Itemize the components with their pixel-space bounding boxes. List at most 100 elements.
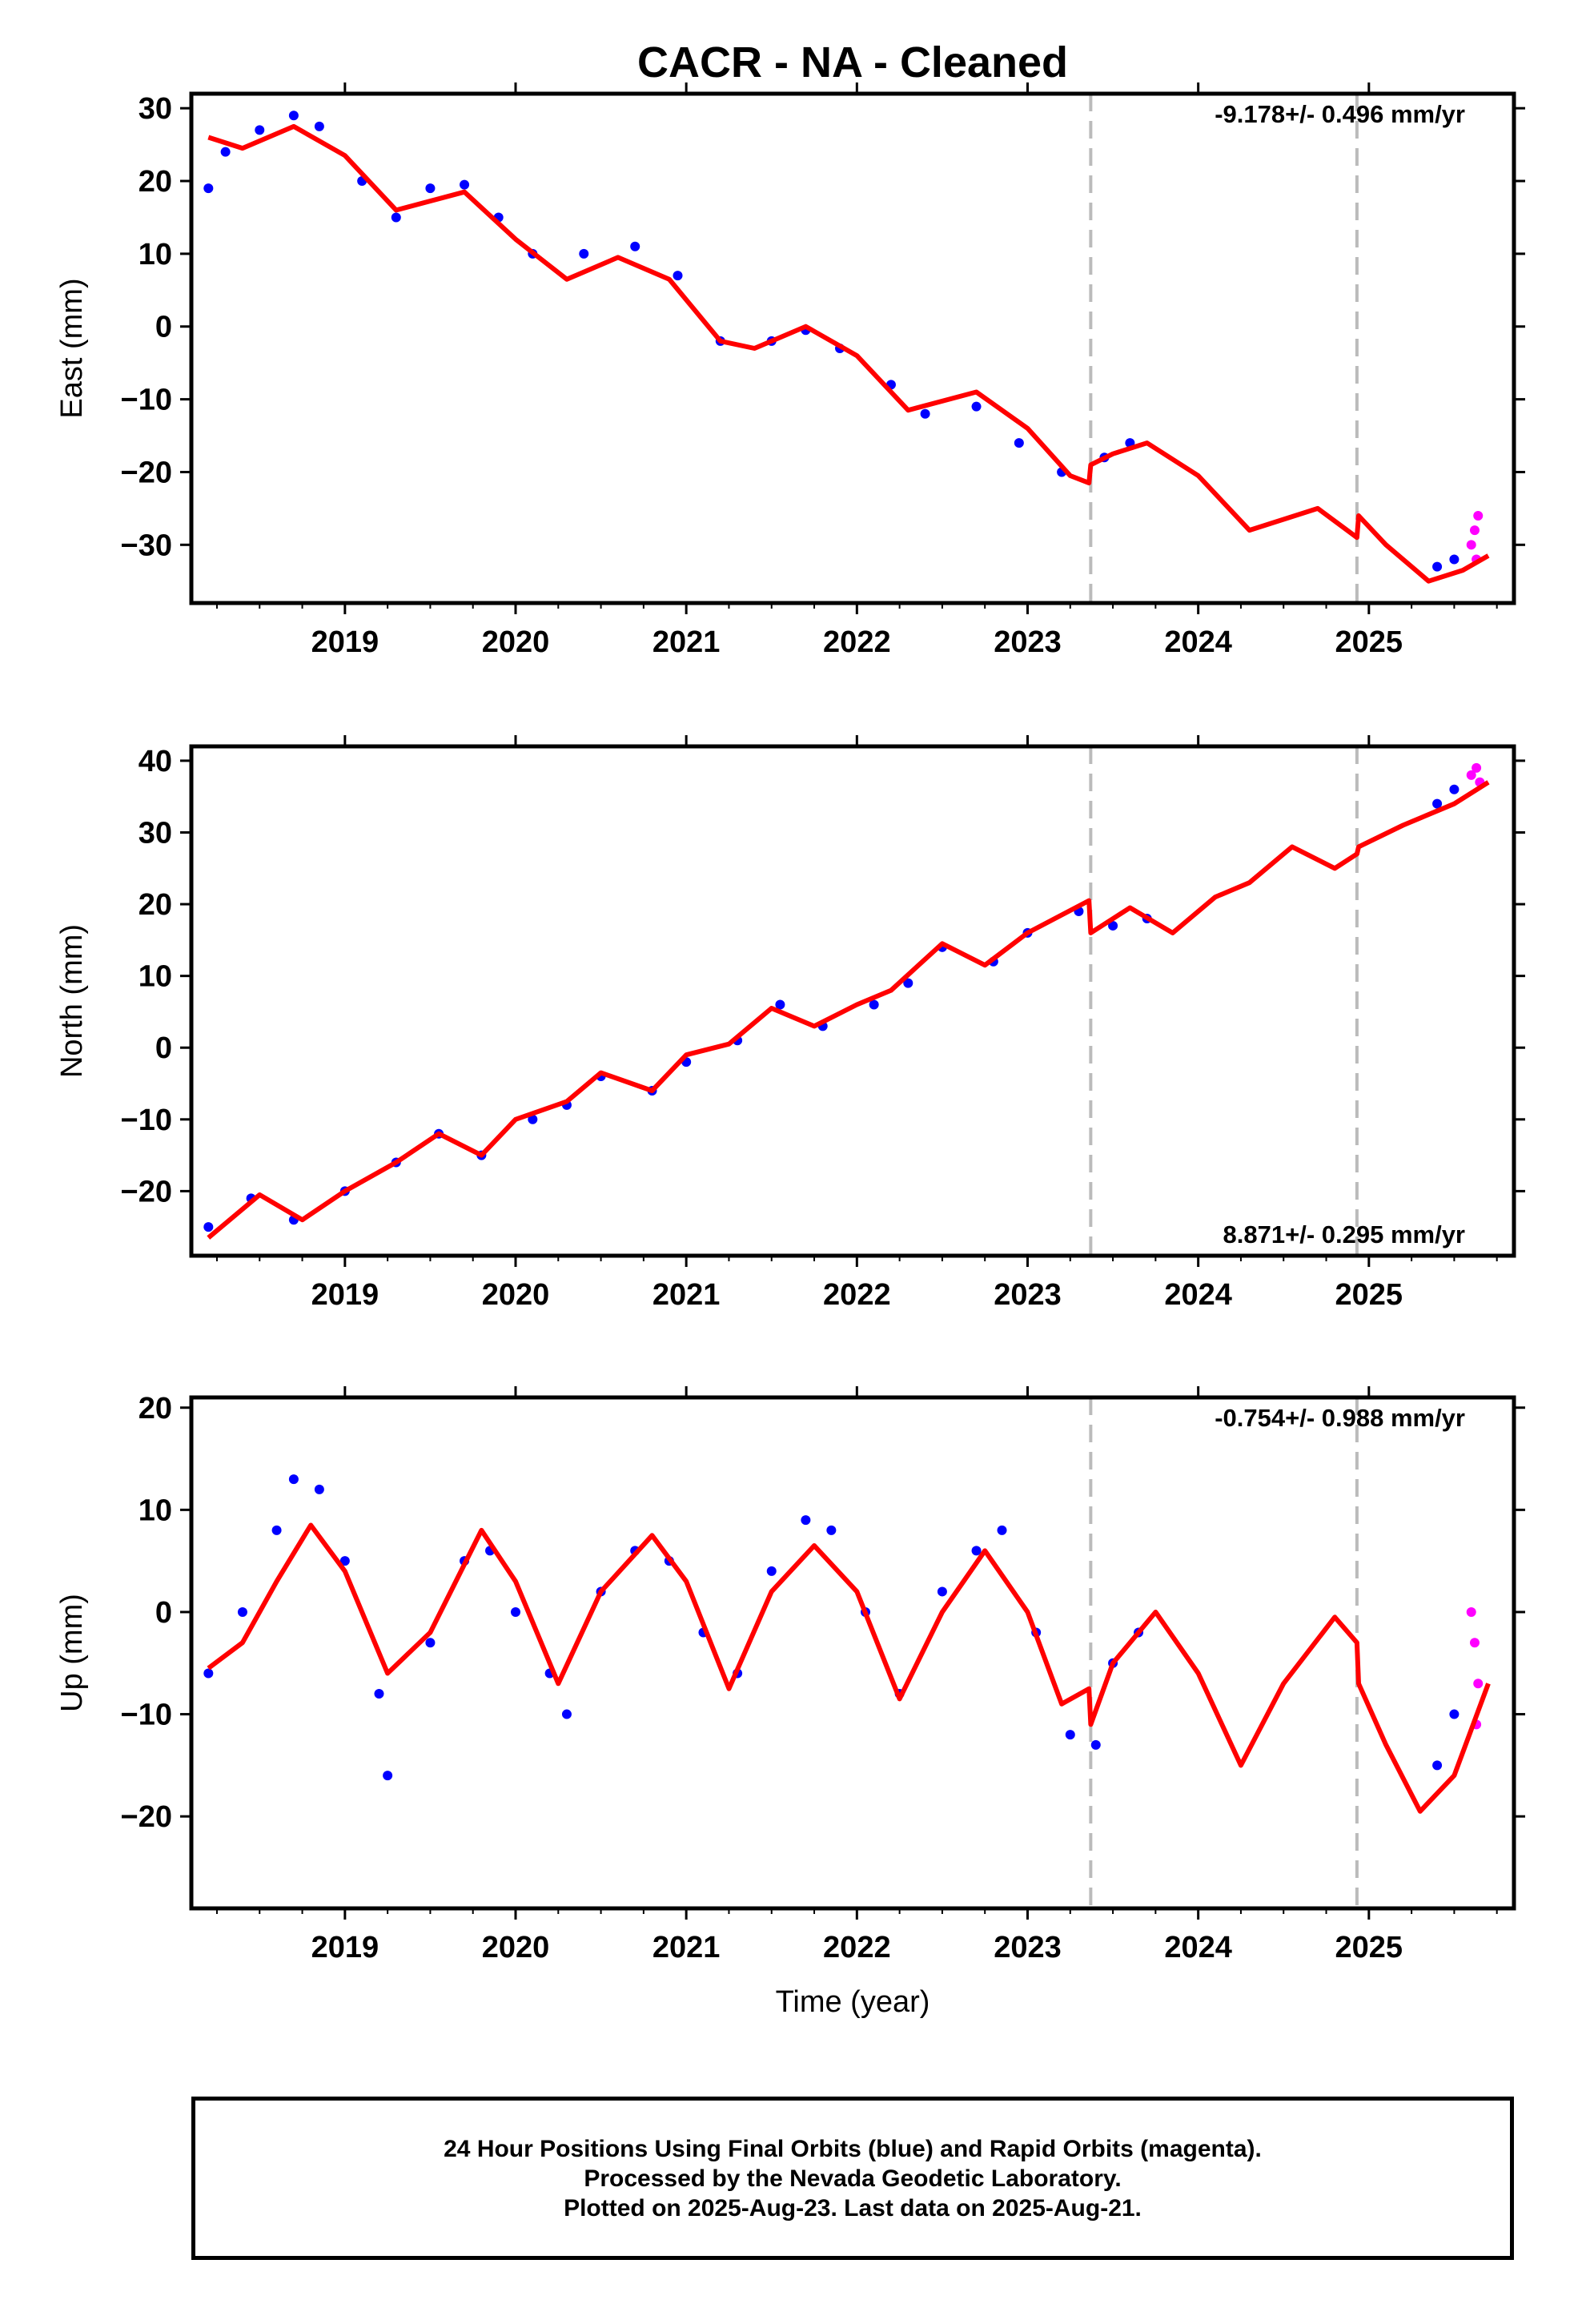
north-x-tick-label: 2023: [994, 1278, 1062, 1312]
x-axis-label: Time (year): [776, 1985, 930, 2019]
east-y-tick-label: 10: [139, 238, 172, 271]
up-y-tick-label: 20: [139, 1392, 172, 1425]
east-y-tick-label: −20: [121, 456, 172, 489]
north-x-tick-label: 2020: [482, 1278, 550, 1312]
east-final-orbit-point: [920, 408, 930, 419]
east-y-tick-label: −30: [121, 529, 172, 562]
up-final-orbit-point: [511, 1606, 521, 1617]
east-rapid-orbit-point: [1473, 510, 1484, 521]
east-rapid-orbit-point: [1466, 540, 1476, 550]
caption-box: 24 Hour Positions Using Final Orbits (bl…: [191, 2097, 1514, 2260]
caption-line-1: 24 Hour Positions Using Final Orbits (bl…: [444, 2135, 1262, 2162]
up-final-orbit-point: [425, 1638, 436, 1648]
up-final-orbit-point: [561, 1709, 572, 1719]
east-final-orbit-point: [220, 147, 231, 157]
north-y-tick-label: 10: [139, 960, 172, 994]
east-x-tick-label: 2023: [994, 625, 1062, 659]
north-frame: [189, 744, 1516, 1258]
east-final-orbit-point: [579, 248, 589, 259]
east-x-tick-label: 2019: [311, 625, 379, 659]
east-y-tick-label: −10: [121, 384, 172, 417]
east-y-tick-label: 20: [139, 165, 172, 199]
east-final-orbit-point: [1449, 554, 1460, 565]
north-final-orbit-point: [775, 999, 785, 1010]
north-y-tick-label: −10: [121, 1104, 172, 1137]
east-x-tick-label: 2021: [652, 625, 721, 659]
chart-title: CACR - NA - Cleaned: [637, 38, 1068, 86]
north-y-tick-label: −20: [121, 1175, 172, 1208]
north-final-orbit-point: [203, 1222, 214, 1232]
east-final-orbit-point: [971, 401, 982, 412]
east-frame: [189, 91, 1516, 605]
north-y-tick-label: 30: [139, 816, 172, 850]
north-rapid-orbit-point: [1466, 770, 1476, 780]
north-rate-label: 8.871+/- 0.295 mm/yr: [1223, 1220, 1465, 1248]
north-y-tick-label: 20: [139, 888, 172, 922]
up-final-orbit-point: [288, 1474, 299, 1485]
east-x-tick-label: 2025: [1335, 625, 1403, 659]
north-x-tick-label: 2021: [652, 1278, 721, 1312]
north-final-orbit-point: [1108, 920, 1118, 931]
up-x-tick-label: 2020: [482, 1931, 550, 1964]
up-frame: [189, 1395, 1516, 1911]
east-final-orbit-point: [203, 183, 214, 194]
up-rapid-orbit-point: [1469, 1638, 1480, 1648]
east-final-orbit-point: [391, 212, 401, 223]
up-final-orbit-point: [383, 1771, 393, 1781]
up-final-orbit-point: [826, 1525, 837, 1535]
east-final-orbit-point: [425, 183, 436, 194]
up-final-orbit-point: [971, 1546, 982, 1556]
east-rapid-orbit-point: [1469, 525, 1480, 536]
up-x-tick-label: 2023: [994, 1931, 1062, 1964]
north-x-tick-label: 2019: [311, 1278, 379, 1312]
up-x-tick-label: 2025: [1335, 1931, 1403, 1964]
east-final-orbit-point: [460, 179, 470, 190]
up-rate-label: -0.754+/- 0.988 mm/yr: [1215, 1404, 1465, 1432]
up-final-orbit-point: [203, 1668, 214, 1679]
caption-line-2: Processed by the Nevada Geodetic Laborat…: [584, 2165, 1122, 2192]
up-final-orbit-point: [937, 1586, 947, 1597]
up-x-tick-label: 2021: [652, 1931, 721, 1964]
up-y-tick-label: −20: [121, 1800, 172, 1834]
north-plot-area: [191, 746, 1514, 1256]
up-x-tick-label: 2024: [1164, 1931, 1232, 1964]
up-final-orbit-point: [766, 1566, 777, 1576]
up-final-orbit-point: [1432, 1760, 1443, 1771]
up-final-orbit-point: [801, 1515, 811, 1526]
up-plot-area: [191, 1397, 1514, 1908]
up-x-tick-label: 2019: [311, 1931, 379, 1964]
up-rapid-orbit-point: [1473, 1679, 1484, 1689]
up-y-tick-label: −10: [121, 1699, 172, 1732]
up-x-tick-label: 2022: [823, 1931, 891, 1964]
up-final-orbit-point: [374, 1689, 384, 1699]
up-final-orbit-point: [271, 1525, 282, 1535]
up-y-axis-label: Up (mm): [55, 1594, 89, 1712]
up-final-orbit-point: [997, 1525, 1007, 1535]
north-model-line: [207, 780, 1490, 1240]
up-final-orbit-point: [314, 1484, 324, 1494]
north-rapid-orbit-point: [1472, 762, 1482, 773]
north-y-axis-label: North (mm): [55, 924, 89, 1078]
up-final-orbit-point: [1449, 1709, 1460, 1719]
east-plot-area: [191, 94, 1514, 603]
north-final-orbit-point: [1432, 798, 1443, 809]
east-x-tick-label: 2022: [823, 625, 891, 659]
east-x-tick-label: 2020: [482, 625, 550, 659]
up-final-orbit-point: [339, 1556, 350, 1566]
up-final-orbit-point: [237, 1606, 247, 1617]
east-y-axis-label: East (mm): [55, 278, 89, 418]
up-panel: 20 10 0 −10 −20 2019 2020 2021 2022 2023 2024 2025 U…: [55, 1386, 1525, 1964]
east-rate-label: -9.178+/- 0.496 mm/yr: [1215, 100, 1465, 128]
north-final-orbit-point: [1449, 784, 1460, 794]
east-final-orbit-point: [1432, 561, 1443, 572]
north-x-tick-label: 2022: [823, 1278, 891, 1312]
north-y-tick-label: 0: [155, 1031, 172, 1065]
east-final-orbit-point: [630, 241, 640, 251]
north-x-tick-label: 2025: [1335, 1278, 1403, 1312]
north-final-orbit-point: [869, 999, 879, 1010]
north-final-orbit-point: [903, 978, 913, 988]
east-final-orbit-point: [288, 111, 299, 121]
up-model-line: [207, 1522, 1491, 1814]
up-final-orbit-point: [1090, 1739, 1101, 1750]
